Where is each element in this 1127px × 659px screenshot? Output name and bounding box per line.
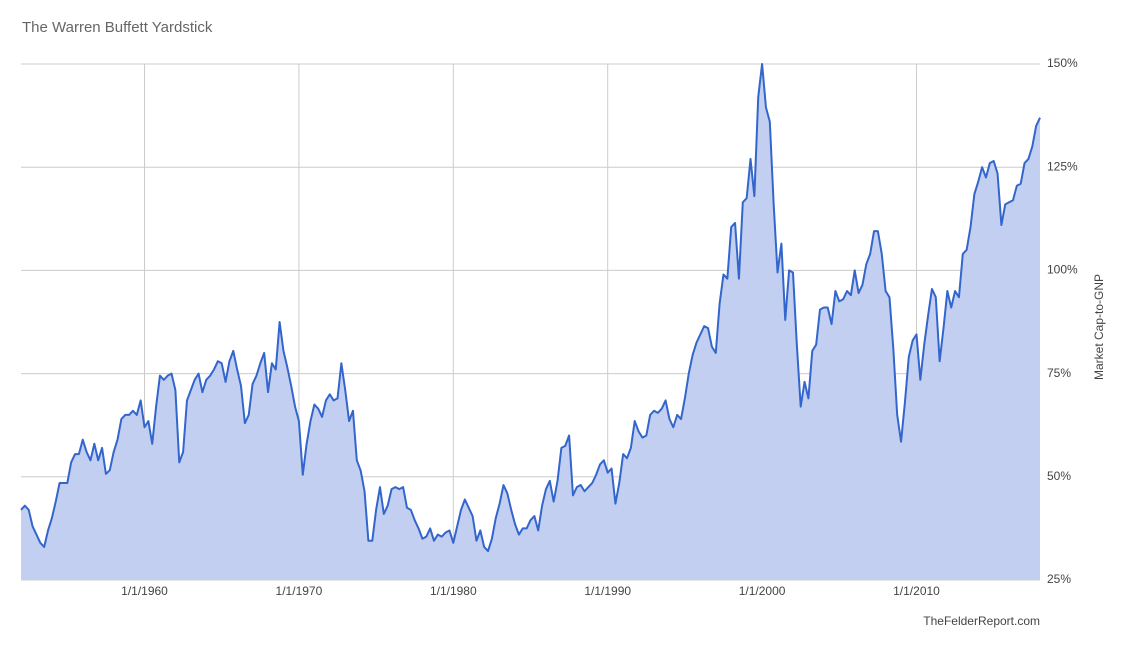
y-axis-label: Market Cap-to-GNP bbox=[1092, 274, 1106, 380]
y-tick-label: 125% bbox=[1047, 159, 1078, 173]
x-tick-label: 1/1/2000 bbox=[739, 584, 786, 598]
chart-title: The Warren Buffett Yardstick bbox=[22, 19, 213, 36]
x-tick-label: 1/1/2010 bbox=[893, 584, 940, 598]
x-tick-label: 1/1/1990 bbox=[584, 584, 631, 598]
x-tick-label: 1/1/1970 bbox=[276, 584, 323, 598]
y-tick-label: 75% bbox=[1047, 366, 1071, 380]
y-tick-label: 50% bbox=[1047, 469, 1071, 483]
x-tick-label: 1/1/1960 bbox=[121, 584, 168, 598]
x-tick-label: 1/1/1980 bbox=[430, 584, 477, 598]
area bbox=[21, 64, 1040, 580]
y-tick-label: 100% bbox=[1047, 263, 1078, 277]
y-tick-label: 150% bbox=[1047, 56, 1078, 70]
source: TheFelderReport.com bbox=[923, 614, 1040, 628]
line bbox=[20, 63, 1041, 553]
y-tick-label: 25% bbox=[1047, 572, 1071, 586]
